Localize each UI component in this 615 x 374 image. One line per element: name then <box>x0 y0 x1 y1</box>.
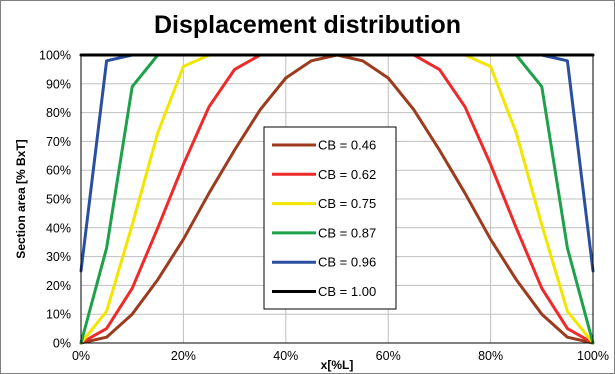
y-tick-label: 60% <box>46 164 71 178</box>
y-axis-label: Section area [% BxT] <box>14 139 28 258</box>
y-tick-label: 40% <box>46 221 71 235</box>
plot-area-border <box>80 54 594 344</box>
y-tick-label: 30% <box>46 250 71 264</box>
y-tick-label: 90% <box>46 77 71 91</box>
y-tick-label: 50% <box>46 193 71 207</box>
y-tick-label: 100% <box>39 49 71 63</box>
legend-label: CB = 0.96 <box>318 255 376 270</box>
chart-title: Displacement distribution <box>154 11 461 39</box>
legend: CB = 0.46 CB = 0.62 CB = 0.75 CB = 0.87 CB =… <box>263 126 397 310</box>
x-tick-labels: 0% 20% 40% 60% 80% 100% <box>72 349 609 363</box>
legend-box <box>263 126 397 310</box>
x-tick-label: 60% <box>376 349 401 363</box>
x-tick-label: 80% <box>478 349 503 363</box>
x-axis-label: x[%L] <box>321 358 354 372</box>
x-tick-label: 20% <box>171 349 196 363</box>
legend-label: CB = 0.46 <box>318 138 376 153</box>
y-tick-label: 10% <box>46 308 71 322</box>
y-tick-label: 20% <box>46 279 71 293</box>
y-tick-label: 70% <box>46 135 71 149</box>
x-tick-label: 40% <box>273 349 298 363</box>
legend-label: CB = 0.87 <box>318 225 376 240</box>
y-tick-label: 80% <box>46 106 71 120</box>
y-tick-labels: 0% 10% 20% 30% 40% 50% 60% 70% 80% 90% 100% <box>39 49 71 351</box>
legend-label: CB = 0.62 <box>318 167 376 182</box>
x-tick-label: 100% <box>577 349 609 363</box>
legend-label: CB = 0.75 <box>318 196 376 211</box>
x-tick-label: 0% <box>72 349 90 363</box>
legend-label: CB = 1.00 <box>318 284 376 299</box>
y-tick-label: 0% <box>53 337 71 351</box>
